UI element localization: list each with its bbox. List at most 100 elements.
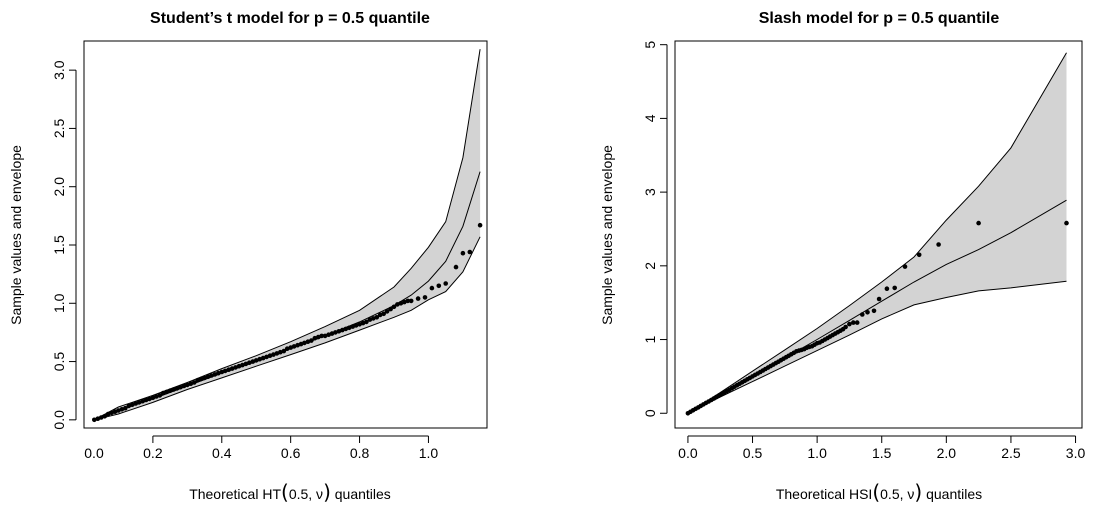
x-axis-label-args: 0.5, ν xyxy=(289,486,323,502)
data-point xyxy=(167,388,173,394)
data-point xyxy=(319,333,325,339)
data-point xyxy=(381,311,387,317)
y-tick-label: 4 xyxy=(642,114,658,122)
data-point xyxy=(333,330,338,335)
y-tick-label: 2.0 xyxy=(51,177,67,197)
data-point xyxy=(216,370,221,376)
data-point xyxy=(147,396,152,402)
data-point xyxy=(460,250,466,256)
x-tick-label: 0.8 xyxy=(350,445,370,461)
y-tick-label: 2 xyxy=(642,262,658,270)
x-axis-label-prefix: Theoretical HT xyxy=(189,486,281,502)
data-point xyxy=(851,320,856,325)
data-point xyxy=(902,264,908,269)
data-point xyxy=(315,334,321,340)
data-point xyxy=(309,338,314,343)
x-axis-label-close-paren: ) xyxy=(914,480,922,504)
data-point xyxy=(98,415,104,420)
data-point xyxy=(408,298,414,304)
data-point xyxy=(391,304,397,310)
data-point xyxy=(892,285,897,291)
data-point xyxy=(157,393,163,398)
envelope-lower-line xyxy=(94,236,481,421)
data-point xyxy=(374,315,380,320)
y-tick-label: 3 xyxy=(642,188,658,196)
data-point xyxy=(253,358,259,363)
data-point xyxy=(936,242,941,247)
data-point xyxy=(271,352,276,357)
data-point xyxy=(884,286,890,292)
x-axis-label-open-paren: ( xyxy=(281,480,289,504)
data-point xyxy=(129,402,135,408)
data-point xyxy=(436,283,442,289)
data-point xyxy=(222,368,228,374)
envelope-band xyxy=(94,49,481,420)
data-point xyxy=(395,302,400,307)
data-point xyxy=(415,296,421,301)
x-axis-label-suffix: quantiles xyxy=(926,486,982,502)
data-point xyxy=(871,308,877,314)
y-tick-label: 0 xyxy=(642,409,658,417)
data-point xyxy=(105,411,111,417)
y-axis-label: Sample values and envelope xyxy=(599,145,615,325)
data-point xyxy=(123,405,128,411)
data-point xyxy=(443,281,449,286)
y-tick-label: 2.5 xyxy=(51,118,67,138)
data-point xyxy=(191,380,197,385)
y-tick-label: 1.5 xyxy=(51,235,67,255)
envelope-lower-line xyxy=(687,280,1067,414)
data-point xyxy=(284,346,290,352)
y-tick-label: 0.5 xyxy=(51,352,67,372)
data-point xyxy=(453,264,459,270)
data-point xyxy=(136,400,142,405)
data-point xyxy=(364,319,369,325)
data-point xyxy=(371,316,376,321)
x-axis-label: Theoretical HT(0.5, ν) quantiles xyxy=(189,480,391,504)
data-point xyxy=(92,417,97,423)
data-point xyxy=(281,348,287,354)
data-point xyxy=(102,414,107,419)
data-point xyxy=(322,333,328,339)
data-point xyxy=(847,321,852,327)
x-tick-label: 2.5 xyxy=(1001,445,1021,461)
y-tick-label: 1 xyxy=(642,335,658,343)
data-point xyxy=(467,249,473,255)
data-point xyxy=(843,324,848,330)
data-point xyxy=(291,344,297,349)
y-axis-label: Sample values and envelope xyxy=(8,145,24,325)
chart-title: Slash model for p = 0.5 quantile xyxy=(759,10,1000,27)
x-axis-label-prefix: Theoretical HSI xyxy=(776,486,872,502)
data-point xyxy=(178,384,183,390)
slash-chart: Slash model for p = 0.5 quantile 0.0 0.5 1… xyxy=(599,10,1085,504)
envelope-upper-line xyxy=(94,49,481,421)
data-point xyxy=(302,340,307,346)
data-point xyxy=(854,320,860,325)
data-point xyxy=(876,296,882,302)
x-tick-label: 1.5 xyxy=(872,445,892,461)
data-point xyxy=(402,299,407,305)
y-tick-label: 1.0 xyxy=(51,293,67,313)
x-tick-label: 1.0 xyxy=(419,445,439,461)
plot-frame xyxy=(83,40,488,429)
data-point xyxy=(405,298,411,304)
data-point xyxy=(154,394,159,399)
data-point xyxy=(353,323,359,328)
data-point xyxy=(860,312,865,317)
data-point xyxy=(346,325,352,331)
envelope-band xyxy=(687,52,1067,414)
x-tick-label: 0.2 xyxy=(143,445,163,461)
y-tick-label: 5 xyxy=(642,41,658,49)
x-axis-label-suffix: quantiles xyxy=(335,486,391,502)
y-tick-label: 3.0 xyxy=(51,60,67,80)
data-point xyxy=(209,373,214,378)
x-tick-label: 2.0 xyxy=(937,445,957,461)
data-point xyxy=(377,312,383,318)
data-point xyxy=(422,295,428,300)
x-tick-label: 0.4 xyxy=(212,445,232,461)
data-point xyxy=(865,310,870,315)
x-tick-label: 1.0 xyxy=(807,445,827,461)
data-point xyxy=(388,306,393,312)
data-point xyxy=(278,349,283,355)
x-tick-label: 0.0 xyxy=(84,445,104,461)
